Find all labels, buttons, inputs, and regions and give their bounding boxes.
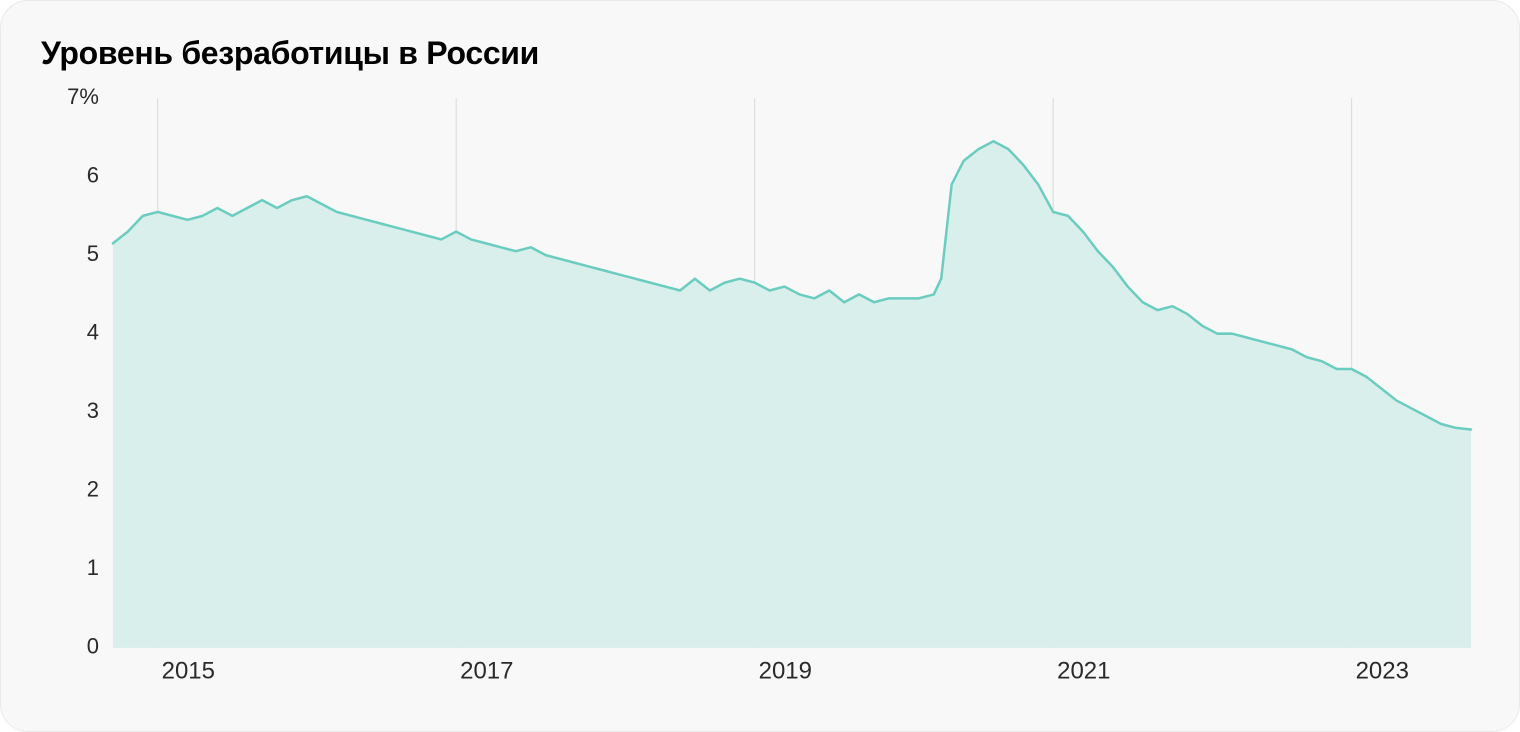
y-axis-tick-label: 3	[87, 398, 99, 423]
chart-plot-area: 0 1 2 3 4 5 6 7% 2015 2017 2019 2021 2023	[41, 76, 1479, 698]
y-axis-tick-label: 1	[87, 555, 99, 580]
series-area	[113, 141, 1471, 648]
area-chart-svg: 0 1 2 3 4 5 6 7% 2015 2017 2019 2021 2023	[41, 76, 1479, 698]
y-axis-tick-label: 2	[87, 477, 99, 502]
x-axis-tick-label: 2017	[460, 658, 513, 685]
y-axis-tick-label: 6	[87, 162, 99, 187]
y-axis-tick-label: 4	[87, 319, 99, 344]
x-axis-tick-label: 2015	[162, 658, 215, 685]
x-axis-tick-label: 2021	[1057, 658, 1110, 685]
chart-card: Уровень безработицы в России 0 1 2 3 4 5 6 7% 20…	[0, 0, 1520, 732]
x-axis-tick-label: 2019	[759, 658, 812, 685]
chart-title: Уровень безработицы в России	[41, 35, 1479, 72]
y-axis-tick-label: 7%	[67, 84, 99, 109]
x-axis-tick-label: 2023	[1356, 658, 1409, 685]
y-axis-tick-label: 5	[87, 241, 99, 266]
y-axis-tick-label: 0	[87, 634, 99, 659]
